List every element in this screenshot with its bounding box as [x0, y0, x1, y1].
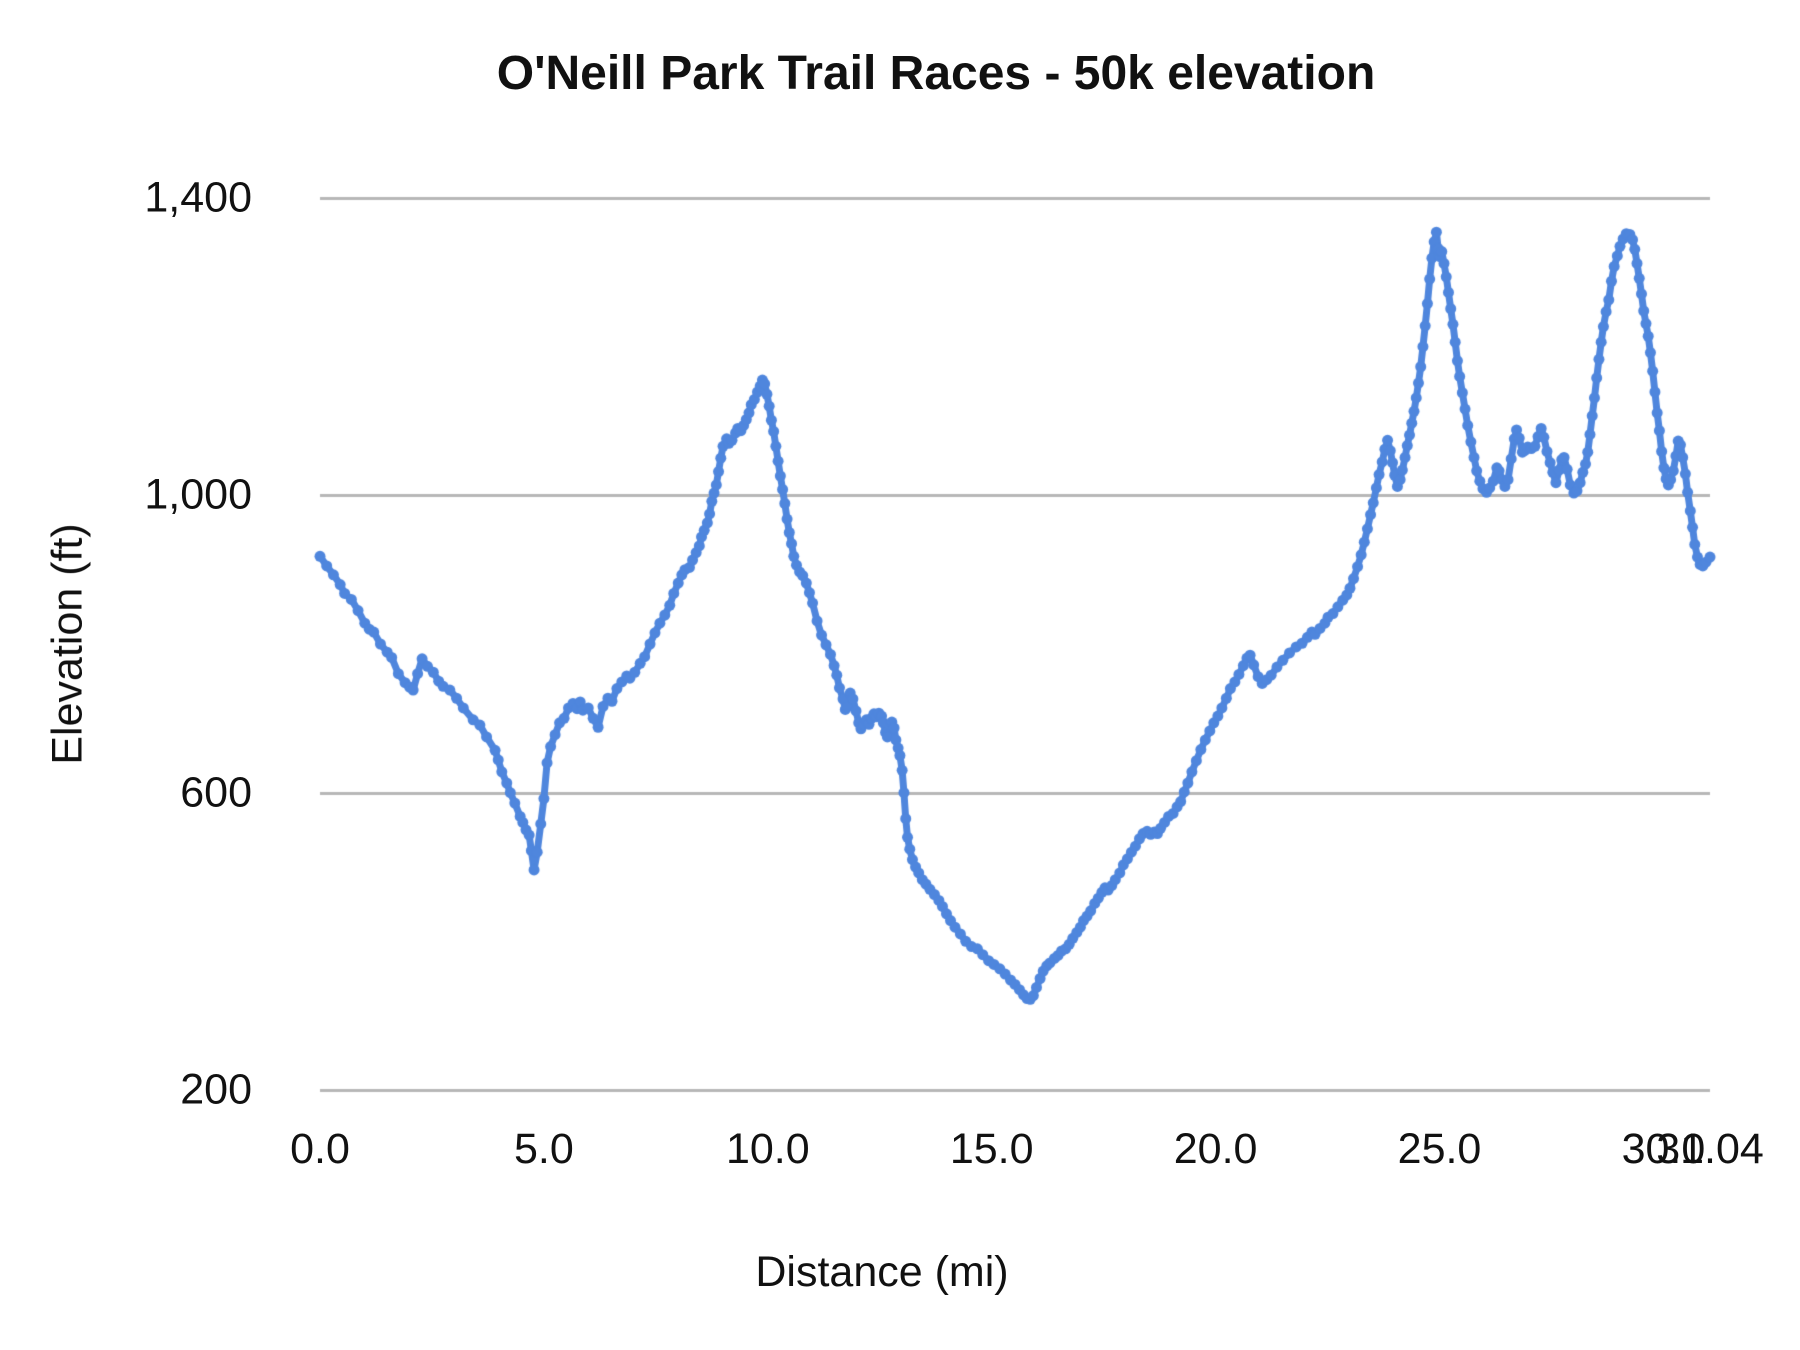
y-tick-label: 1,000: [144, 470, 252, 519]
x-tick-label: 5.0: [514, 1125, 574, 1173]
y-tick-label: 1,400: [144, 173, 252, 222]
chart-title: O'Neill Park Trail Races - 50k elevation: [496, 47, 1376, 100]
x-tick-label: 0.0: [290, 1125, 350, 1173]
x-tick-label: 31.04: [1656, 1125, 1764, 1173]
x-tick-label: 25.0: [1397, 1125, 1482, 1173]
y-axis-title: Elevation (ft): [43, 523, 92, 765]
x-axis-title: Distance (mi): [755, 1248, 1009, 1296]
x-tick-label: 20.0: [1173, 1125, 1258, 1173]
y-tick-label: 600: [180, 768, 252, 817]
y-tick-label: 200: [180, 1065, 252, 1114]
x-tick-label: 30.0: [1621, 1125, 1706, 1173]
x-tick-label: 10.0: [725, 1125, 810, 1173]
x-tick-label: 15.0: [949, 1125, 1034, 1173]
